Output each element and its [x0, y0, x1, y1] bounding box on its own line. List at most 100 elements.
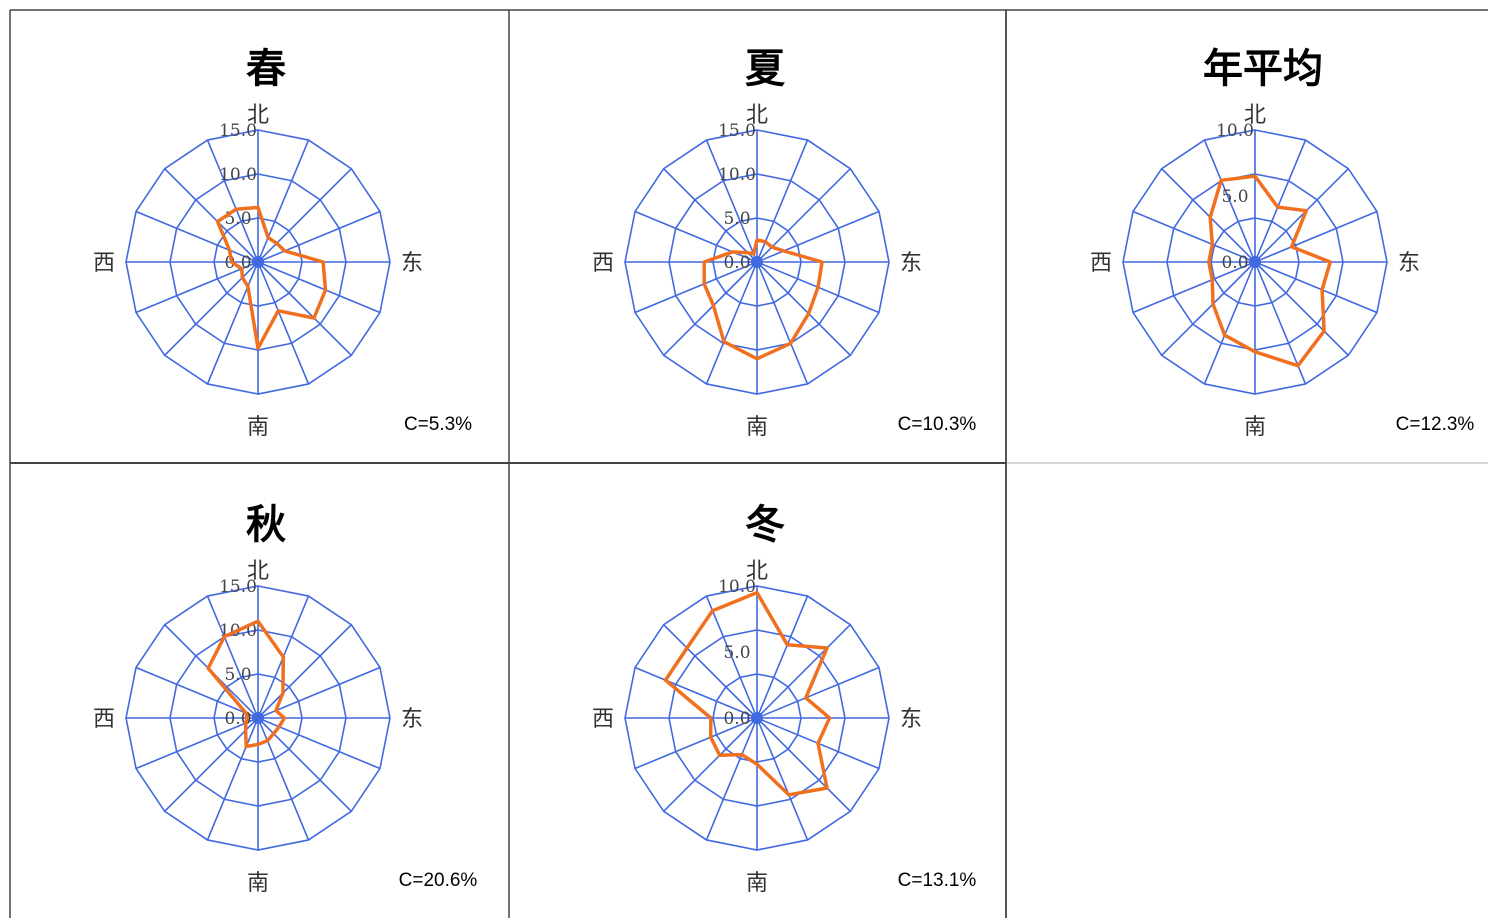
grid-spoke	[756, 717, 851, 812]
grid-spoke	[705, 595, 758, 719]
center-dot	[751, 712, 763, 724]
rose-chart-autumn: 秋 0.0 5.0 10.0 15.0 北东南西 C=20.6%	[10, 466, 508, 921]
rose-series	[215, 205, 328, 350]
grid-spoke	[1254, 210, 1378, 263]
direction-label: 北	[746, 103, 768, 128]
direction-label: 南	[247, 415, 269, 440]
grid-spoke	[257, 666, 381, 719]
center-dot	[1249, 256, 1261, 268]
chart-title: 春	[246, 46, 286, 92]
grid-spoke	[663, 624, 758, 719]
grid-spoke	[257, 624, 352, 719]
rose-series	[663, 590, 832, 797]
direction-label: 南	[247, 871, 269, 896]
grid-spoke	[705, 717, 758, 841]
grid-spoke	[663, 261, 758, 356]
direction-label: 南	[1244, 415, 1266, 440]
grid-spoke	[206, 595, 259, 719]
radial-tick-label: 10.0	[718, 165, 756, 185]
grid-spoke	[1203, 261, 1256, 385]
chart-title: 年平均	[1203, 46, 1323, 92]
rose-chart-spring: 春 0.0 5.0 10.0 15.0 北东南 西 C=5.3%	[10, 10, 508, 465]
direction-label: 北	[746, 559, 768, 584]
direction-label: 南	[746, 871, 768, 896]
grid-spoke	[756, 261, 809, 385]
rose-series	[1207, 174, 1332, 368]
grid-spoke	[257, 261, 381, 314]
calm-label: C=12.3%	[1396, 414, 1475, 435]
grid-spoke	[257, 139, 310, 263]
grid-spoke	[705, 139, 758, 263]
grid-spoke	[663, 168, 758, 263]
direction-label: 北	[247, 559, 269, 584]
rose-chart-summer: 夏 0.0 5.0 10.0 15.0 北东南 西 C=10.3%	[509, 10, 1007, 465]
chart-title: 夏	[745, 46, 786, 92]
grid-spoke	[135, 210, 259, 263]
radial-tick-label: 5.0	[224, 665, 251, 685]
direction-label: 西	[1090, 251, 1112, 276]
direction-label: 东	[900, 707, 922, 732]
radial-tick-label: 0.0	[723, 253, 750, 273]
direction-label: 西	[93, 251, 115, 276]
radial-tick-label: 15.0	[219, 121, 257, 141]
radial-tick-label: 15.0	[718, 121, 756, 141]
grid-spoke	[1132, 210, 1256, 263]
grid-spoke	[206, 717, 259, 841]
grid-spoke	[257, 168, 352, 263]
grid-spoke	[756, 624, 851, 719]
radial-tick-label: 0.0	[224, 253, 251, 273]
grid-spoke	[634, 261, 758, 314]
direction-label: 东	[401, 251, 423, 276]
grid-spoke	[1161, 261, 1256, 356]
grid-spoke	[257, 210, 381, 263]
grid-spoke	[1254, 261, 1378, 314]
grid-spoke	[756, 261, 851, 356]
center-dot	[252, 256, 264, 268]
rose-series	[206, 619, 287, 749]
grid-spoke	[1161, 168, 1256, 263]
radial-tick-label: 0.0	[723, 709, 750, 729]
direction-label: 东	[900, 251, 922, 276]
radial-tick-label: 5.0	[224, 209, 251, 229]
grid-spoke	[1254, 139, 1307, 263]
grid-spoke	[756, 666, 880, 719]
grid-spoke	[135, 666, 259, 719]
grid-spoke	[257, 261, 352, 356]
grid-spoke	[257, 717, 352, 812]
grid-spoke	[257, 717, 310, 841]
rose-chart-winter: 冬 0.0 5.0 10.0 北东南 西 C=13.1%	[509, 466, 1007, 921]
grid-spoke	[164, 168, 259, 263]
direction-label: 东	[401, 707, 423, 732]
grid-spoke	[663, 717, 758, 812]
grid-spoke	[206, 261, 259, 385]
direction-label: 西	[592, 251, 614, 276]
radial-tick-label: 10.0	[219, 165, 257, 185]
grid-spoke	[164, 717, 259, 812]
direction-label: 北	[247, 103, 269, 128]
grid-spoke	[135, 261, 259, 314]
grid-spoke	[705, 261, 758, 385]
grid-spoke	[756, 210, 880, 263]
chart-title: 冬	[745, 502, 785, 548]
radial-tick-label: 0.0	[1221, 253, 1248, 273]
grid-spoke	[634, 666, 758, 719]
grid-spoke	[1254, 168, 1349, 263]
rose-chart-annual: 年平均 0.0 5.0 10.0 北东南 西 C=12.3%	[1007, 10, 1488, 465]
grid-spoke	[756, 595, 809, 719]
calm-label: C=10.3%	[898, 414, 977, 435]
grid-spoke	[1254, 261, 1349, 356]
grid-spoke	[634, 717, 758, 770]
direction-label: 东	[1398, 251, 1420, 276]
calm-label: C=5.3%	[404, 414, 472, 435]
calm-label: C=13.1%	[898, 870, 977, 891]
radial-tick-label: 10.0	[1216, 121, 1254, 141]
rose-series	[702, 238, 824, 361]
center-dot	[252, 712, 264, 724]
radial-tick-label: 5.0	[723, 643, 750, 663]
grid-spoke	[1203, 139, 1256, 263]
center-dot	[751, 256, 763, 268]
chart-title: 秋	[246, 502, 286, 548]
direction-label: 北	[1244, 103, 1266, 128]
